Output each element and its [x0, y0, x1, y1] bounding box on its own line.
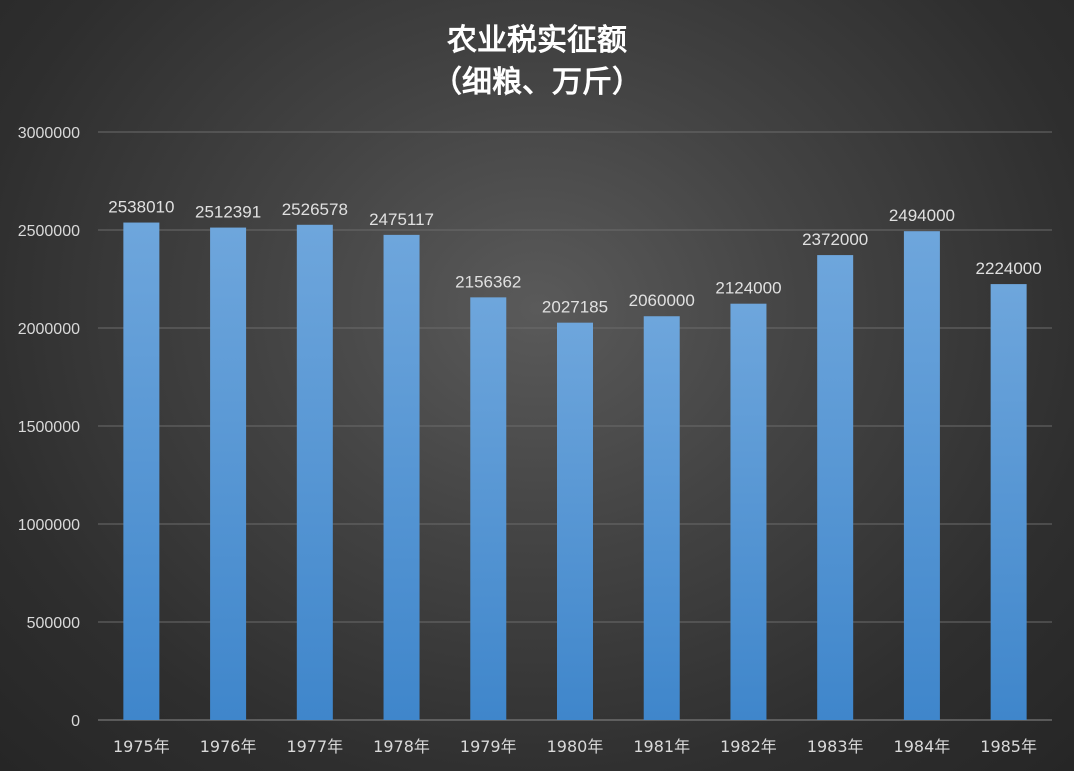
data-label: 2156362	[455, 272, 521, 291]
data-label: 2475117	[369, 210, 434, 229]
y-axis: 0 500000 1000000 1500000 2000000 2500000 30000…	[18, 125, 80, 730]
data-label: 2224000	[976, 259, 1042, 278]
x-tick-label: 1978年	[373, 737, 430, 756]
bar	[296, 224, 333, 720]
data-label: 2027185	[542, 298, 608, 317]
x-tick-label: 1980年	[547, 737, 604, 756]
data-labels: 2538010 2512391 2526578 2475117 2156362 20271…	[108, 198, 1041, 317]
bar	[643, 316, 680, 720]
y-tick-label: 0	[71, 713, 80, 730]
x-tick-label: 1979年	[460, 737, 517, 756]
x-tick-label: 1984年	[894, 737, 951, 756]
bar	[123, 222, 160, 720]
x-tick-label: 1976年	[200, 737, 257, 756]
x-tick-label: 1981年	[633, 737, 690, 756]
x-tick-label: 1983年	[807, 737, 864, 756]
bar	[383, 234, 420, 720]
x-tick-label: 1985年	[980, 737, 1037, 756]
bar	[817, 255, 854, 720]
x-tick-label: 1982年	[720, 737, 777, 756]
bars	[123, 222, 1027, 721]
bar	[990, 284, 1027, 720]
x-axis: 1975年 1976年 1977年 1978年 1979年 1980年 1981年 1982年…	[113, 737, 1037, 756]
data-label: 2526578	[282, 200, 348, 219]
y-tick-label: 1500000	[18, 419, 80, 436]
y-tick-label: 3000000	[18, 125, 80, 142]
data-label: 2538010	[108, 198, 174, 217]
data-label: 2060000	[629, 291, 695, 310]
chart-subtitle: （细粮、万斤）	[432, 65, 642, 100]
x-tick-label: 1977年	[286, 737, 343, 756]
y-tick-label: 2000000	[18, 321, 80, 338]
bar	[470, 297, 507, 720]
data-label: 2512391	[195, 203, 261, 222]
y-tick-label: 500000	[27, 615, 80, 632]
x-tick-label: 1975年	[113, 737, 170, 756]
data-label: 2494000	[889, 206, 955, 225]
bar	[903, 231, 940, 720]
chart-title: 农业税实征额	[446, 23, 627, 58]
data-label: 2372000	[802, 230, 868, 249]
y-tick-label: 1000000	[18, 517, 80, 534]
data-label: 2124000	[715, 279, 781, 298]
bar	[210, 227, 247, 721]
y-tick-label: 2500000	[18, 223, 80, 240]
bar	[730, 303, 767, 720]
bar	[557, 322, 593, 720]
